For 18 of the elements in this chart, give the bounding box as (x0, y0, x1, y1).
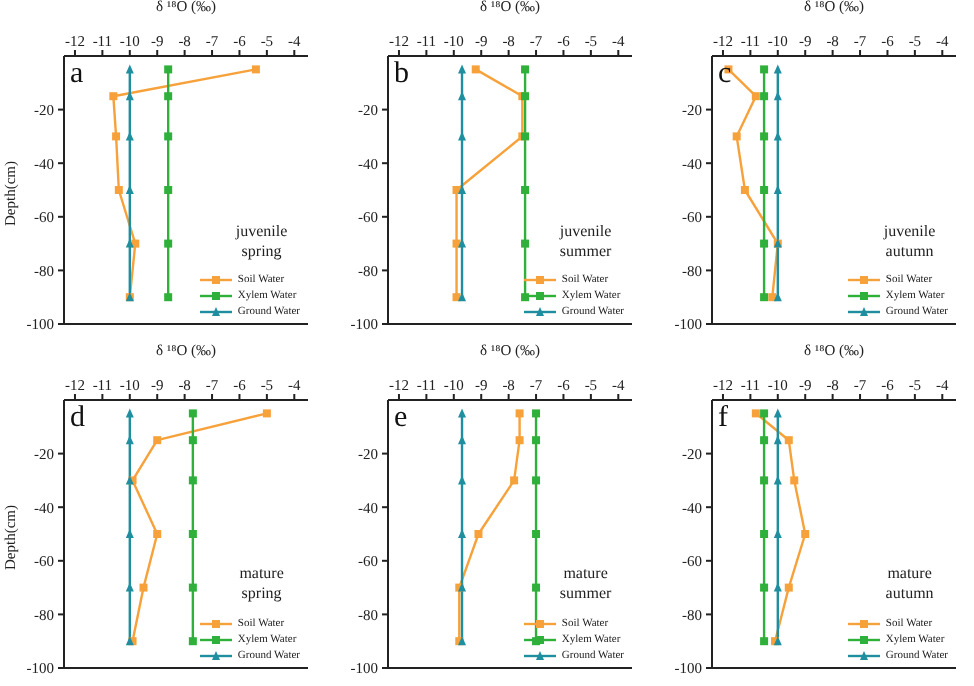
annotation: mature (237, 564, 286, 585)
annotation: spring (239, 584, 284, 605)
chart-title: b (394, 58, 409, 90)
annotation: autumn (883, 241, 936, 262)
annotation: autumn (883, 584, 936, 605)
annotation: mature (885, 564, 934, 585)
chart-title: f (718, 401, 728, 433)
annotation: spring (239, 241, 284, 262)
annotation: juvenile (233, 221, 290, 242)
annotation: juvenile (881, 221, 938, 242)
chart-title: c (718, 58, 732, 90)
annotation: mature (561, 564, 610, 585)
annotation: summer (557, 241, 614, 262)
annotation: summer (557, 584, 614, 605)
chart-title: d (70, 401, 85, 433)
chart-title: e (394, 401, 408, 433)
chart-title: a (70, 58, 84, 90)
annotation: juvenile (557, 221, 614, 242)
